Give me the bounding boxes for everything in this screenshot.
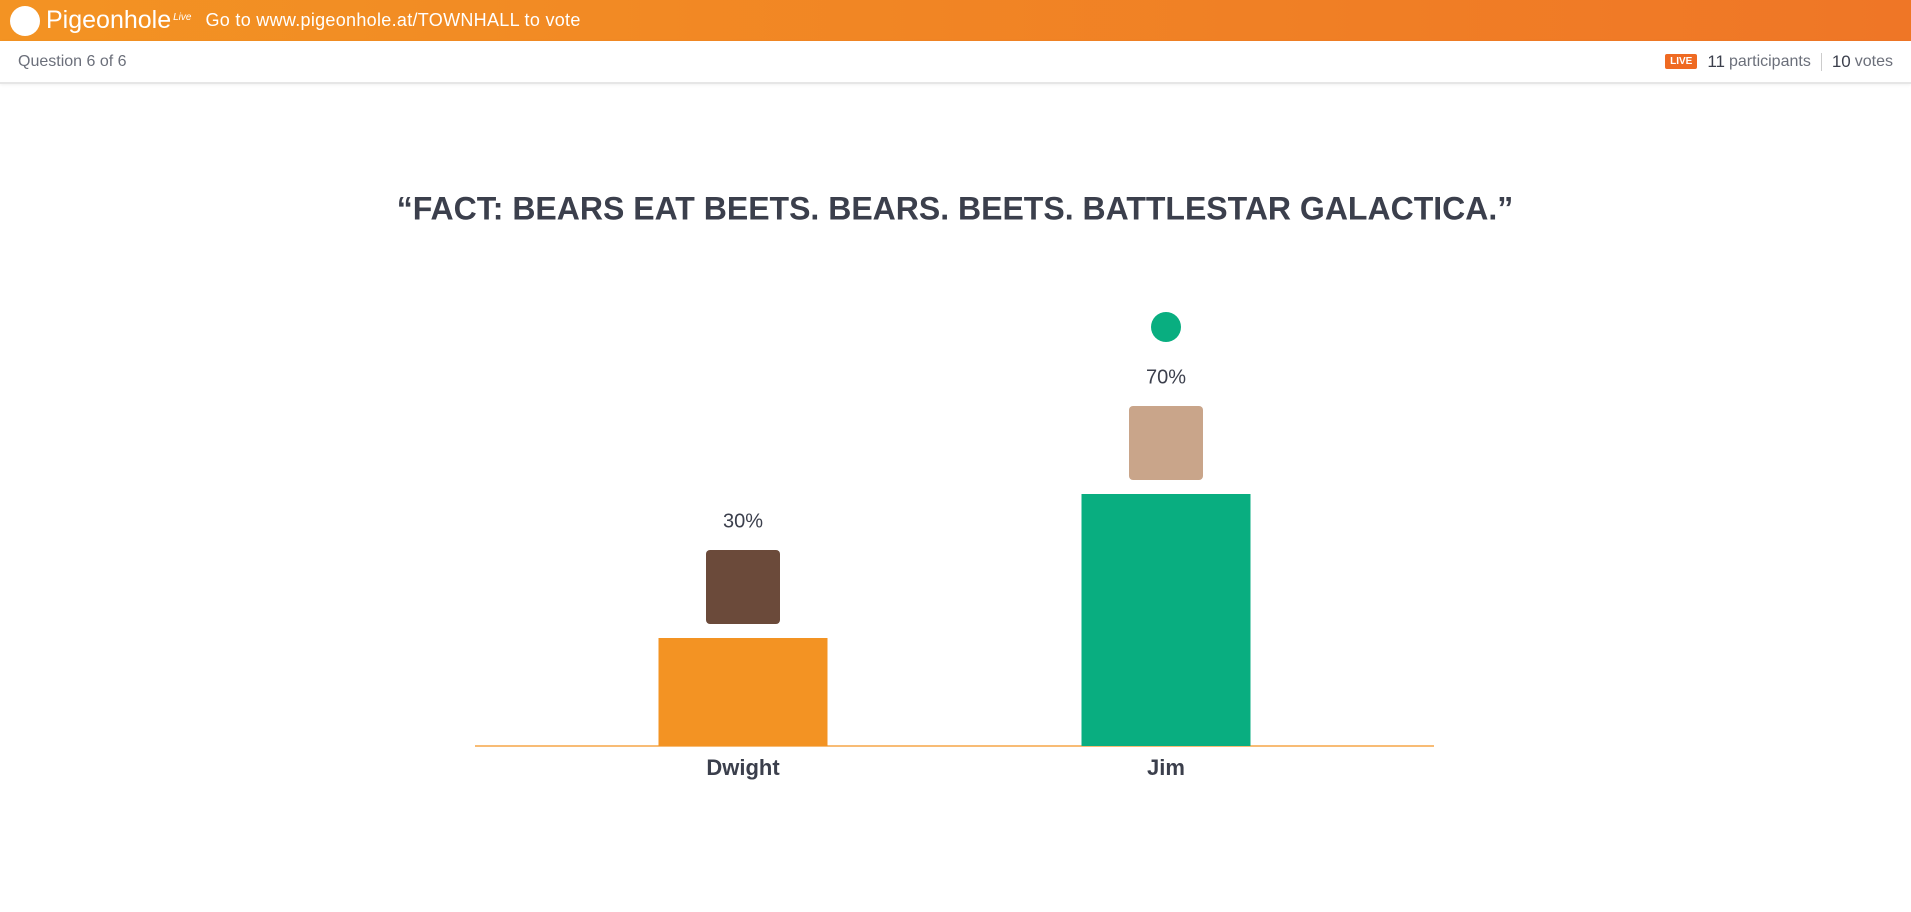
avatar: [1129, 406, 1203, 480]
x-tick-label: Dwight: [706, 755, 780, 780]
logo[interactable]: Pigeonhole Live: [10, 5, 192, 36]
value-label: 70%: [1146, 366, 1186, 388]
chart-title: “FACT: BEARS EAT BEETS. BEARS. BEETS. BA…: [397, 190, 1513, 226]
sub-bar: Question 6 of 6 LIVE 11 participants 10 …: [0, 41, 1911, 84]
chart: “FACT: BEARS EAT BEETS. BEARS. BEETS. BA…: [397, 190, 1513, 780]
live-badge: LIVE: [1665, 54, 1698, 69]
logo-sup: Live: [173, 11, 192, 23]
top-bar: Pigeonhole Live Go to www.pigeonhole.at/T…: [0, 0, 1911, 41]
votes-label: votes: [1854, 52, 1893, 70]
question-count: Question 6 of 6: [18, 52, 127, 70]
instruction: Go to www.pigeonhole.at/TOWNHALL to vote: [205, 10, 581, 30]
logo-text: Pigeonhole: [46, 6, 172, 34]
winner-dot: [1151, 312, 1181, 342]
avatar: [706, 550, 780, 624]
participants-count: 11: [1707, 51, 1725, 71]
participants-label: participants: [1729, 52, 1811, 70]
x-tick-label: Jim: [1147, 755, 1185, 780]
bar: [1081, 494, 1251, 746]
bar: [658, 638, 828, 746]
value-label: 30%: [723, 510, 763, 532]
votes-count: 10: [1831, 51, 1851, 71]
